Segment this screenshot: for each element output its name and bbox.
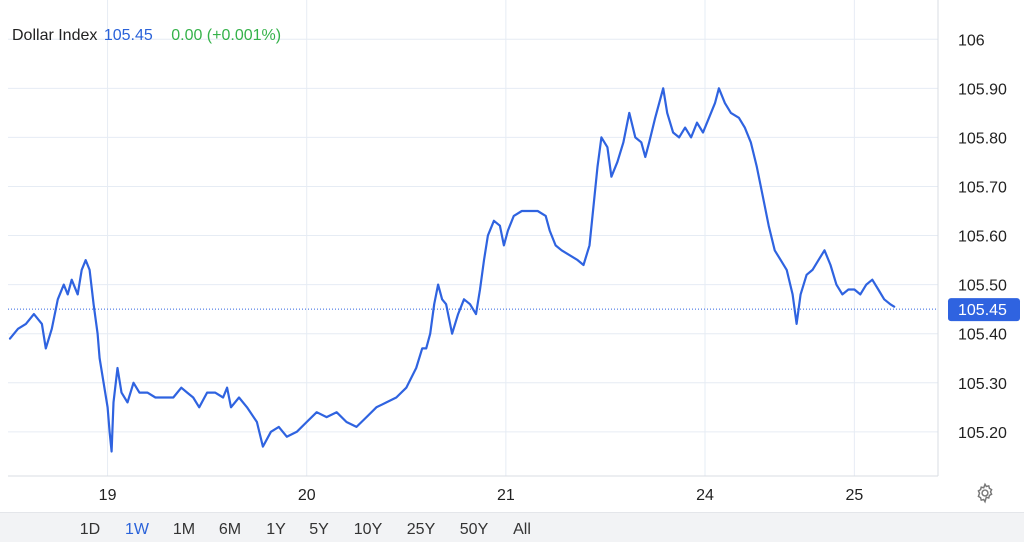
range-button-1y[interactable]: 1Y xyxy=(266,521,286,538)
series-line xyxy=(8,87,896,453)
last-value-badge xyxy=(948,298,1020,322)
last-value-badge-label: 105.45 xyxy=(958,302,1007,319)
range-button-50y[interactable]: 50Y xyxy=(459,521,489,538)
chart-area: 106 105.90 105.80 105.70 105.60 105.50 105.40 1… xyxy=(8,0,1020,504)
chart-svg: 106 105.90 105.80 105.70 105.60 105.50 105.40 1… xyxy=(8,0,1020,504)
legend-change: 0.00 (+0.001%) xyxy=(171,27,282,44)
gear-icon[interactable] xyxy=(974,482,996,504)
legend-last-value: 105.45 xyxy=(103,27,153,44)
x-tick-label: 24 xyxy=(696,487,714,504)
range-button-10y[interactable]: 10Y xyxy=(353,521,383,538)
y-tick-label: 105.60 xyxy=(958,229,1007,246)
range-button-1w[interactable]: 1W xyxy=(125,521,149,538)
y-tick-label: 105.40 xyxy=(958,327,1007,344)
range-button-5y[interactable]: 5Y xyxy=(309,521,329,538)
range-selector-bar: 1D 1W 1M 6M 1Y 5Y 10Y 25Y 50Y All xyxy=(0,512,1024,542)
x-tick-label: 20 xyxy=(298,487,316,504)
range-button-1d[interactable]: 1D xyxy=(79,521,101,538)
y-tick-label: 106 xyxy=(958,32,985,49)
y-tick-label: 105.50 xyxy=(958,278,1007,295)
range-button-1m[interactable]: 1M xyxy=(172,521,196,538)
range-button-25y[interactable]: 25Y xyxy=(406,521,436,538)
x-tick-label: 19 xyxy=(99,487,117,504)
range-button-all[interactable]: All xyxy=(513,521,531,538)
y-tick-label: 105.20 xyxy=(958,425,1007,442)
x-tick-label: 21 xyxy=(497,487,515,504)
y-tick-label: 105.30 xyxy=(958,376,1007,393)
range-button-6m[interactable]: 6M xyxy=(218,521,242,538)
y-tick-label: 105.70 xyxy=(958,179,1007,196)
x-tick-label: 25 xyxy=(845,487,863,504)
y-tick-label: 105.90 xyxy=(958,81,1007,98)
y-tick-label: 105.80 xyxy=(958,130,1007,147)
chart-legend: Dollar Index 105.45 0.00 (+0.001%) xyxy=(12,27,281,45)
legend-symbol-name: Dollar Index xyxy=(12,27,98,44)
